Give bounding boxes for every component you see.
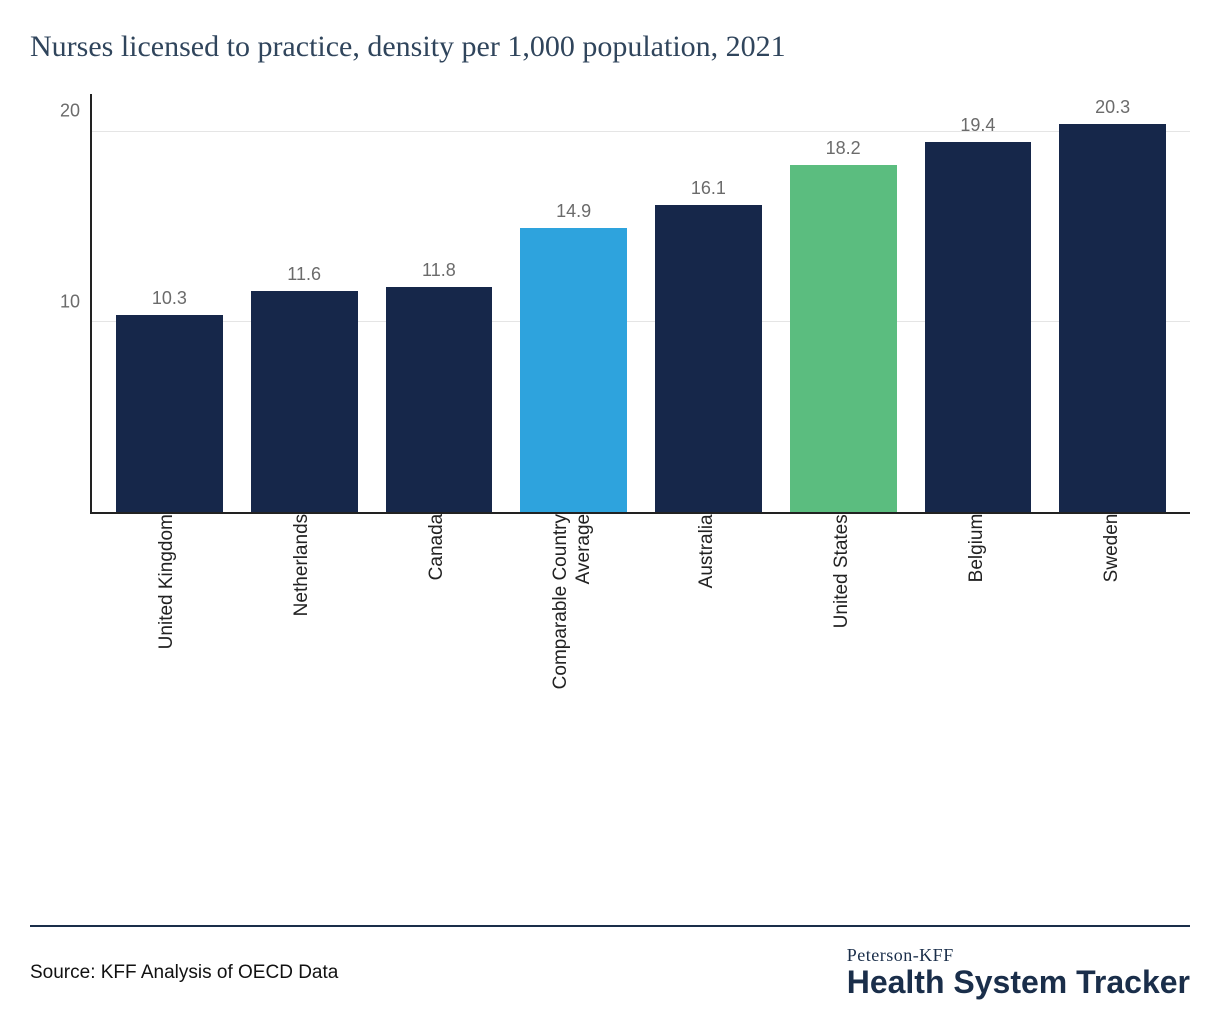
chart-title: Nurses licensed to practice, density per… <box>30 30 1190 64</box>
bar <box>1059 124 1166 512</box>
logo: Peterson-KFF Health System Tracker <box>847 945 1190 1000</box>
x-label-column: Belgium <box>910 514 1045 699</box>
bar-column: 20.3 <box>1045 97 1180 512</box>
y-axis: 10 20 <box>40 94 90 514</box>
logo-top-text: Peterson-KFF <box>847 945 1190 966</box>
bars-container: 10.3 11.6 11.8 14.9 16.1 18.2 19.4 20.3 <box>92 94 1190 512</box>
bar-value-label: 11.8 <box>422 260 456 281</box>
bar-column: 16.1 <box>641 178 776 512</box>
bar <box>251 291 358 512</box>
x-axis-label: Australia <box>696 514 719 699</box>
x-axis-label: United States <box>831 514 854 699</box>
bar-value-label: 10.3 <box>152 288 187 309</box>
bar <box>925 142 1032 512</box>
y-tick-label: 20 <box>60 101 80 122</box>
bar-value-label: 19.4 <box>960 115 995 136</box>
x-axis-label: Canada <box>426 514 449 699</box>
bar-value-label: 11.6 <box>287 264 321 285</box>
bar <box>116 315 223 512</box>
x-axis-label: United Kingdom <box>156 514 179 699</box>
x-label-column: Canada <box>370 514 505 699</box>
bar-column: 11.6 <box>237 264 372 512</box>
bar <box>386 287 493 512</box>
x-axis-label: Belgium <box>966 514 989 699</box>
bar-column: 11.8 <box>372 260 507 512</box>
bar <box>790 165 897 512</box>
x-axis-label: Sweden <box>1101 514 1124 699</box>
source-text: Source: KFF Analysis of OECD Data <box>30 962 338 984</box>
y-tick-label: 10 <box>60 292 80 313</box>
x-label-column: Australia <box>640 514 775 699</box>
x-label-column: Netherlands <box>235 514 370 699</box>
bar <box>520 228 627 512</box>
bar-column: 19.4 <box>911 115 1046 512</box>
bar-value-label: 20.3 <box>1095 97 1130 118</box>
bar-column: 18.2 <box>776 138 911 512</box>
footer-rule <box>30 925 1190 927</box>
x-axis-label: Comparable Country Average <box>550 514 596 699</box>
bar-column: 14.9 <box>506 201 641 512</box>
bar <box>655 205 762 512</box>
logo-bottom-text: Health System Tracker <box>847 966 1190 1000</box>
x-axis-label: Netherlands <box>291 514 314 699</box>
bar-value-label: 14.9 <box>556 201 591 222</box>
bar-value-label: 16.1 <box>691 178 726 199</box>
x-label-column: Sweden <box>1045 514 1180 699</box>
footer: Source: KFF Analysis of OECD Data Peters… <box>30 925 1190 1000</box>
x-label-column: United Kingdom <box>100 514 235 699</box>
x-label-column: United States <box>775 514 910 699</box>
bar-value-label: 18.2 <box>826 138 861 159</box>
x-axis-labels: United Kingdom Netherlands Canada Comparabl… <box>90 514 1190 699</box>
chart-area: 10 20 10.3 11.6 11.8 14.9 16.1 18.2 19.4 20.3 Un… <box>40 94 1190 885</box>
x-label-column: Comparable Country Average <box>505 514 640 699</box>
plot-area: 10.3 11.6 11.8 14.9 16.1 18.2 19.4 20.3 <box>90 94 1190 514</box>
bar-column: 10.3 <box>102 288 237 512</box>
